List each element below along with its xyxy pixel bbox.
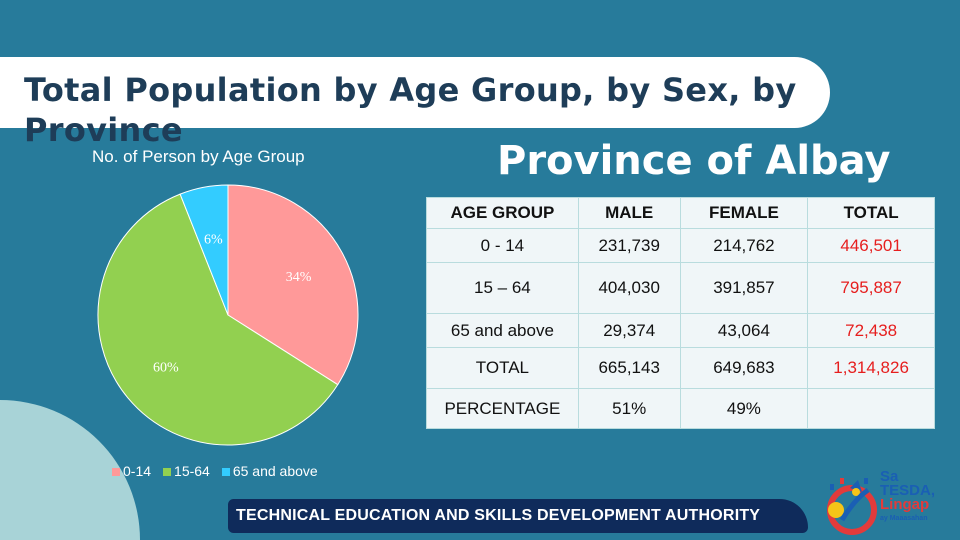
slide-title: Total Population by Age Group, by Sex, b…	[24, 71, 797, 149]
chart-legend: 0-14 15-64 65 and above	[112, 463, 318, 479]
legend-label: 0-14	[123, 463, 152, 479]
table-cell: 15 – 64	[426, 262, 579, 314]
legend-label: 15-64	[174, 463, 210, 479]
pie-slice-0-14	[227, 184, 359, 386]
pie-slice-65-and-above	[179, 184, 229, 316]
table-row: PERCENTAGE 51% 49%	[426, 388, 935, 429]
pie-slice-15-64	[97, 193, 339, 446]
chart-title: No. of Person by Age Group	[92, 147, 305, 166]
legend-swatch	[221, 468, 230, 476]
table-cell: 214,762	[679, 228, 809, 263]
header-cell: AGE GROUP	[426, 197, 579, 229]
table-cell: 446,501	[807, 228, 935, 263]
header-cell: TOTAL	[807, 197, 935, 229]
table-cell: 665,143	[577, 347, 681, 389]
tesda-logo	[827, 478, 877, 535]
table-cell: 51%	[577, 388, 681, 429]
header-cell: FEMALE	[679, 197, 809, 229]
table-header-row: AGE GROUP MALE FEMALE TOTAL	[426, 197, 935, 229]
table-cell: 43,064	[679, 313, 809, 348]
table-cell: 795,887	[807, 262, 935, 314]
pie-data-label: 60%	[153, 360, 179, 375]
logo-line: ay Maaasahan	[880, 515, 928, 522]
table-row: 0 - 14 231,739 214,762 446,501	[426, 228, 935, 263]
legend-item: 65 and above	[221, 463, 318, 479]
pie-data-label: 6%	[204, 232, 223, 247]
table-cell: TOTAL	[426, 347, 579, 389]
province-heading: Province of Albay	[497, 138, 891, 184]
footer-banner: TECHNICAL EDUCATION AND SKILLS DEVELOPME…	[228, 499, 808, 533]
population-table: AGE GROUP MALE FEMALE TOTAL 0 - 14 231,73…	[426, 197, 935, 429]
pie-chart: 34% 60% 6%	[97, 184, 359, 446]
table-row: 65 and above 29,374 43,064 72,438	[426, 313, 935, 348]
legend-item: 15-64	[163, 463, 210, 479]
legend-swatch	[163, 468, 172, 476]
table-cell: 404,030	[577, 262, 681, 314]
header-cell: MALE	[577, 197, 681, 229]
table-cell: 65 and above	[426, 313, 579, 348]
table-row: TOTAL 665,143 649,683 1,314,826	[426, 347, 935, 389]
table-cell: 649,683	[679, 347, 809, 389]
logo-line: Lingap	[880, 496, 930, 513]
table-cell: 1,314,826	[807, 347, 935, 389]
logo-text: Sa TESDA, Lingap ay Maaasahan	[880, 468, 956, 526]
legend-swatch	[112, 468, 120, 476]
table-cell: 231,739	[577, 228, 681, 263]
table-cell: PERCENTAGE	[426, 388, 579, 429]
logo-line: Sa	[880, 468, 899, 485]
legend-label: 65 and above	[232, 463, 318, 479]
table-cell: 72,438	[807, 313, 935, 348]
table-cell: 391,857	[679, 262, 809, 314]
table-cell: 29,374	[577, 313, 681, 348]
table-row: 15 – 64 404,030 391,857 795,887	[426, 262, 935, 314]
title-banner	[0, 57, 830, 128]
logo-line: TESDA,	[880, 482, 936, 499]
table-cell: 0 - 14	[426, 228, 579, 263]
table-cell: 49%	[679, 388, 809, 429]
pie-data-label: 34%	[286, 270, 312, 285]
legend-item: 0-14	[112, 463, 151, 479]
table-cell	[807, 388, 935, 429]
